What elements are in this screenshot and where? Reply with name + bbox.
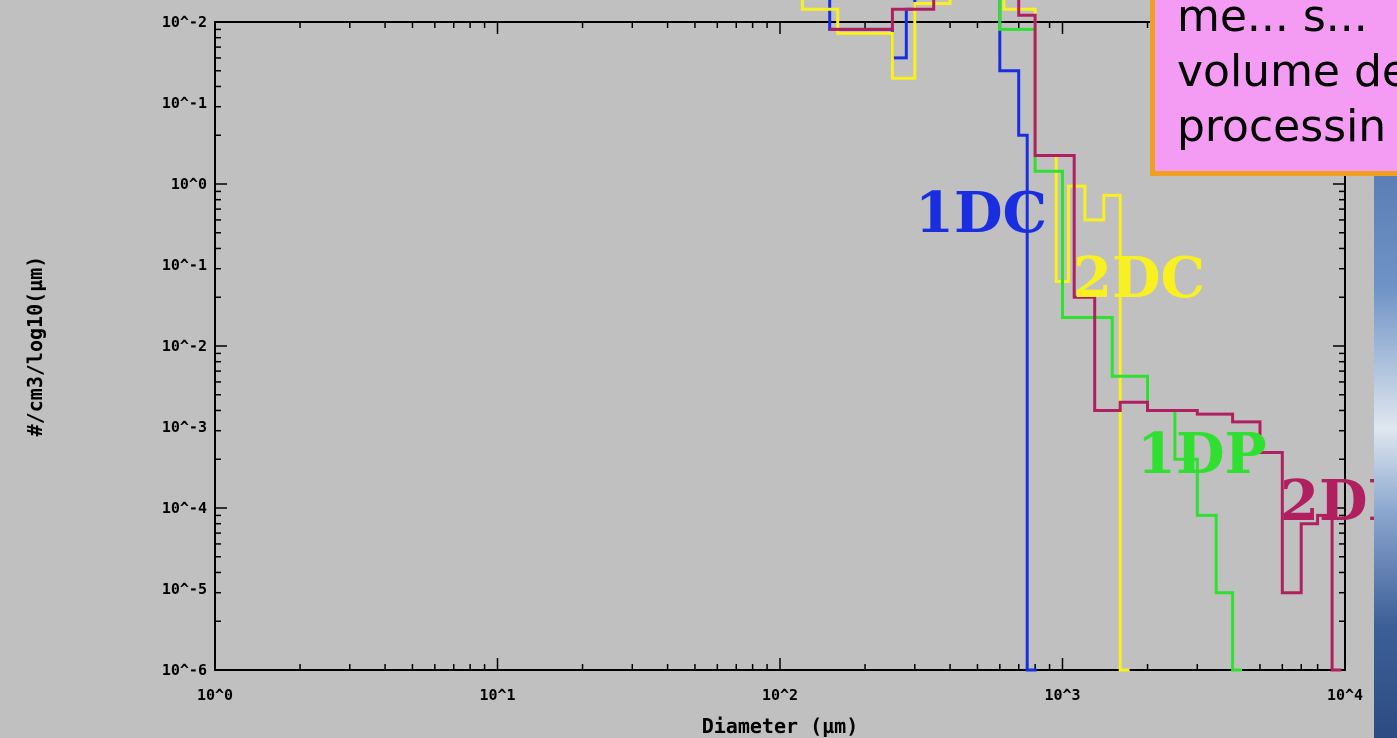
y-tick-label: 10^0 (171, 175, 207, 193)
note-line: processin (1177, 101, 1387, 152)
y-tick-label: 10^-2 (162, 13, 207, 31)
y-tick-label: 10^-3 (162, 418, 207, 436)
y-tick-labels: 10^-2 10^-1 10^0 10^-1 10^-2 10^-3 10^-4 10^-5 1… (162, 13, 207, 679)
x-tick-label: 10^1 (479, 686, 515, 704)
y-tick-label: 10^-5 (162, 580, 207, 598)
y-tick-label: 10^-1 (162, 94, 207, 112)
y-tick-label: 10^-4 (162, 499, 207, 517)
annotation-note: me... s... volume de processin (1150, 0, 1397, 176)
y-axis-title: #/cm3/log10(µm) (23, 256, 47, 437)
x-tick-label: 10^3 (1044, 686, 1080, 704)
series-line-2dc (800, 0, 1130, 672)
x-tick-labels: 10^0 10^1 10^2 10^3 10^4 (197, 686, 1363, 704)
y-tick-label: 10^-1 (162, 256, 207, 274)
axis-ticks (214, 22, 1345, 671)
label-1dp: 1DP (1137, 421, 1267, 487)
y-tick-label: 10^-6 (162, 661, 207, 679)
series-line-1dp (998, 0, 1242, 672)
x-tick-label: 10^0 (197, 686, 233, 704)
x-tick-label: 10^2 (762, 686, 798, 704)
note-line: volume de (1177, 46, 1397, 97)
label-2dc: 2DC (1073, 245, 1205, 311)
y-tick-label: 10^-2 (162, 337, 207, 355)
note-line: me... s... (1177, 0, 1368, 42)
series-line-1dc (828, 0, 1037, 672)
series-line-2dp (829, 0, 1342, 672)
background-photo-strip (1374, 175, 1397, 738)
label-1dc: 1DC (915, 180, 1047, 246)
x-axis-title: Diameter (µm) (702, 714, 859, 738)
series-layer (800, 0, 1342, 672)
x-tick-label: 10^4 (1327, 686, 1363, 704)
